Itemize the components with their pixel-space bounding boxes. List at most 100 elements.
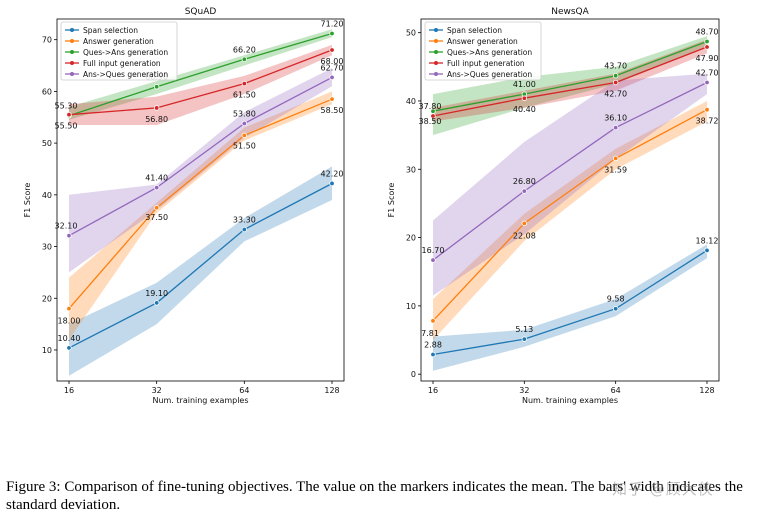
data-point xyxy=(612,72,619,79)
data-label: 42.20 xyxy=(321,169,344,178)
data-label: 36.10 xyxy=(604,114,627,123)
data-point xyxy=(521,188,528,194)
series-line-0 xyxy=(432,249,708,356)
x-tick-label: 128 xyxy=(324,386,339,395)
std-band-3 xyxy=(69,44,332,125)
legend-box xyxy=(60,21,178,81)
std-band-4 xyxy=(69,68,332,273)
legend-marker xyxy=(70,61,74,65)
data-point xyxy=(153,84,160,90)
figure-caption: Figure 3: Comparison of fine-tuning obje… xyxy=(6,479,743,513)
y-tick-label: 30 xyxy=(406,165,416,174)
data-label: 41.00 xyxy=(513,80,536,89)
y-axis-label: F1 Score xyxy=(23,183,32,218)
data-label: 16.70 xyxy=(422,246,445,255)
data-point xyxy=(241,132,248,139)
series-line-4 xyxy=(68,76,333,237)
data-label: 2.88 xyxy=(424,340,442,349)
data-point xyxy=(430,318,436,324)
data-label: 37.80 xyxy=(419,102,442,111)
legend-entry: Answer generation xyxy=(83,37,154,46)
y-tick-label: 40 xyxy=(42,191,52,200)
legend-entry: Full input generation xyxy=(447,59,525,68)
series-line-2 xyxy=(68,32,333,117)
std-band-2 xyxy=(69,29,332,120)
y-tick-label: 20 xyxy=(406,234,416,243)
legend-marker xyxy=(434,28,438,32)
data-label: 53.80 xyxy=(233,109,256,118)
legend-entry: Span selection xyxy=(83,26,138,35)
y-tick-label: 0 xyxy=(411,370,416,379)
legend-entry: Full input generation xyxy=(83,59,161,68)
data-point xyxy=(521,95,528,101)
data-point xyxy=(612,155,619,162)
data-point xyxy=(241,80,248,87)
legend-marker xyxy=(434,39,438,43)
data-point xyxy=(66,305,72,312)
legend-entry: Ans->Ques generation xyxy=(447,70,532,79)
data-point xyxy=(430,257,436,263)
data-label: 47.90 xyxy=(696,54,719,63)
legend-marker xyxy=(70,50,74,54)
series-line-2 xyxy=(432,40,708,112)
chart-panel-squad: 10.40 19.10 33.30 42.20 18.00 37.50 51.50 58.50… xyxy=(23,7,345,405)
data-label: 26.80 xyxy=(513,177,536,186)
data-label: 58.50 xyxy=(321,106,344,115)
y-axis-label: F1 Score xyxy=(387,183,396,218)
data-label: 56.80 xyxy=(145,115,168,124)
data-point xyxy=(153,205,160,211)
legend-marker xyxy=(70,72,74,76)
y-tick-label: 30 xyxy=(42,243,52,252)
data-point xyxy=(329,96,335,102)
data-point xyxy=(704,44,710,50)
data-label: 71.20 xyxy=(321,19,344,28)
series-line-3 xyxy=(432,46,708,117)
data-point xyxy=(704,247,710,254)
data-point xyxy=(153,105,160,111)
data-label: 22.08 xyxy=(513,231,536,240)
data-label: 38.72 xyxy=(696,117,719,126)
data-label: 41.40 xyxy=(145,174,168,183)
data-label: 18.00 xyxy=(58,317,81,326)
data-point xyxy=(430,351,436,358)
data-point xyxy=(66,232,72,239)
legend-marker xyxy=(434,72,438,76)
data-point xyxy=(329,74,335,81)
data-label: 10.40 xyxy=(58,334,81,343)
axes-frame xyxy=(420,18,720,382)
data-label: 5.13 xyxy=(515,325,533,334)
legend-entry: Ans->Ques generation xyxy=(83,70,168,79)
data-label: 18.12 xyxy=(696,236,719,245)
y-tick-label: 10 xyxy=(406,302,416,311)
x-tick-label: 128 xyxy=(699,386,714,395)
x-tick-label: 32 xyxy=(519,386,529,395)
data-label: 19.10 xyxy=(145,289,168,298)
data-point xyxy=(329,30,335,37)
data-label: 38.50 xyxy=(419,117,442,126)
std-band-0 xyxy=(69,166,332,376)
x-tick-label: 16 xyxy=(64,386,74,395)
data-label: 61.50 xyxy=(233,91,256,100)
data-point xyxy=(612,124,619,131)
data-label: 48.70 xyxy=(696,28,719,37)
data-label: 66.20 xyxy=(233,45,256,54)
series-line-3 xyxy=(68,49,333,116)
data-label: 33.30 xyxy=(233,215,256,224)
data-point xyxy=(66,345,72,351)
std-band-2 xyxy=(433,36,707,136)
data-point xyxy=(704,38,710,45)
data-point xyxy=(612,306,619,312)
y-tick-label: 50 xyxy=(406,29,416,38)
data-label: 55.30 xyxy=(55,102,78,111)
x-axis-label: Num. training examples xyxy=(152,396,248,405)
data-point xyxy=(241,120,248,127)
y-tick-label: 20 xyxy=(42,294,52,303)
x-axis-label: Num. training examples xyxy=(522,396,618,405)
legend-marker xyxy=(70,39,74,43)
data-point xyxy=(704,79,710,86)
y-tick-label: 60 xyxy=(42,87,52,96)
x-tick-label: 64 xyxy=(239,386,249,395)
data-label: 68.00 xyxy=(321,57,344,66)
data-point xyxy=(153,184,160,191)
y-tick-label: 40 xyxy=(406,97,416,106)
